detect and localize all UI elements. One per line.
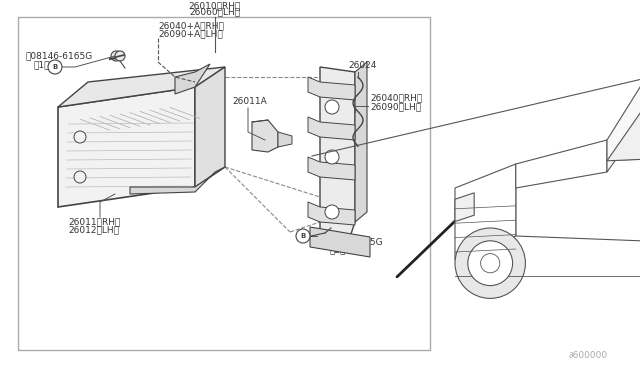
Polygon shape xyxy=(278,132,292,147)
Polygon shape xyxy=(252,120,278,152)
Polygon shape xyxy=(516,140,607,188)
Text: 26024: 26024 xyxy=(348,61,376,70)
Circle shape xyxy=(325,205,339,219)
Text: 26011A: 26011A xyxy=(232,97,267,106)
Polygon shape xyxy=(195,67,225,187)
Circle shape xyxy=(74,131,86,143)
Circle shape xyxy=(48,60,62,74)
Polygon shape xyxy=(320,67,355,252)
Polygon shape xyxy=(58,87,195,207)
Text: 26011（RH）: 26011（RH） xyxy=(68,217,120,226)
Text: Ⓑ0B146-6165G: Ⓑ0B146-6165G xyxy=(315,237,383,247)
Circle shape xyxy=(325,100,339,114)
Circle shape xyxy=(455,228,525,298)
Polygon shape xyxy=(455,164,516,260)
Polygon shape xyxy=(607,100,640,161)
Text: Ⓑ08146-6165G: Ⓑ08146-6165G xyxy=(25,51,92,61)
Text: ∂600000: ∂600000 xyxy=(569,351,608,360)
Polygon shape xyxy=(308,157,355,180)
Text: 26040+A（RH）: 26040+A（RH） xyxy=(158,21,224,30)
Circle shape xyxy=(325,150,339,164)
Circle shape xyxy=(115,51,125,61)
Circle shape xyxy=(296,229,310,243)
Text: 26090（LH）: 26090（LH） xyxy=(370,102,421,111)
Text: 26090+A（LH）: 26090+A（LH） xyxy=(158,29,223,38)
Text: （1）: （1） xyxy=(34,61,51,70)
Polygon shape xyxy=(455,193,474,222)
Polygon shape xyxy=(355,62,367,222)
Circle shape xyxy=(468,241,513,286)
Text: 26040（RH）: 26040（RH） xyxy=(370,93,422,102)
Text: 26010（RH）: 26010（RH） xyxy=(189,1,241,10)
Polygon shape xyxy=(310,227,370,257)
Text: B: B xyxy=(300,233,306,239)
Polygon shape xyxy=(58,67,225,107)
Circle shape xyxy=(481,254,500,273)
Polygon shape xyxy=(308,117,355,140)
Circle shape xyxy=(74,171,86,183)
Text: 26012（LH）: 26012（LH） xyxy=(68,225,119,234)
Text: B: B xyxy=(52,64,58,70)
Bar xyxy=(18,17,430,350)
Polygon shape xyxy=(175,64,210,94)
Circle shape xyxy=(111,51,121,61)
Polygon shape xyxy=(607,76,640,172)
Text: 26060（LH）: 26060（LH） xyxy=(189,7,241,16)
Polygon shape xyxy=(516,156,640,244)
Polygon shape xyxy=(308,202,355,225)
Polygon shape xyxy=(308,77,355,100)
Polygon shape xyxy=(130,167,225,194)
Text: （2）: （2） xyxy=(330,246,346,254)
